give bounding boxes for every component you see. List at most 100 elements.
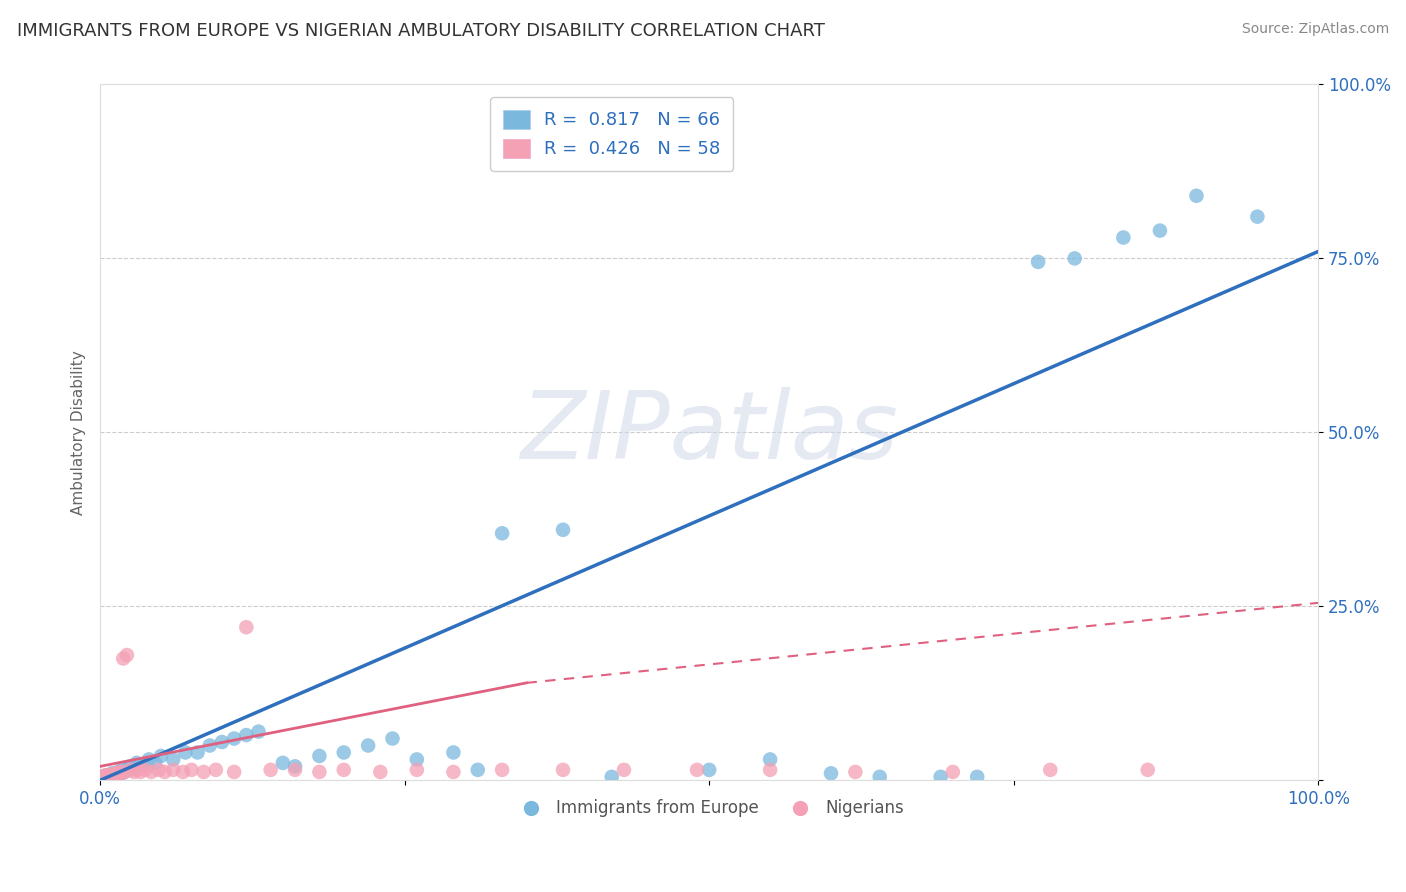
Point	[551, 763, 574, 777]
Point	[467, 763, 489, 777]
Point	[162, 752, 184, 766]
Point	[697, 763, 720, 777]
Point	[247, 724, 270, 739]
Point	[105, 766, 128, 780]
Legend: Immigrants from Europe, Nigerians: Immigrants from Europe, Nigerians	[508, 793, 911, 824]
Point	[1063, 252, 1085, 266]
Point	[224, 731, 246, 746]
Point	[96, 768, 118, 782]
Point	[111, 766, 134, 780]
Point	[1112, 230, 1135, 244]
Point	[107, 764, 129, 779]
Point	[332, 746, 354, 760]
Point	[122, 761, 145, 775]
Point	[260, 763, 283, 777]
Point	[104, 766, 127, 780]
Point	[284, 759, 307, 773]
Point	[98, 768, 121, 782]
Text: IMMIGRANTS FROM EUROPE VS NIGERIAN AMBULATORY DISABILITY CORRELATION CHART: IMMIGRANTS FROM EUROPE VS NIGERIAN AMBUL…	[17, 22, 825, 40]
Point	[193, 764, 215, 779]
Point	[1136, 763, 1159, 777]
Point	[174, 746, 197, 760]
Point	[100, 769, 122, 783]
Point	[1039, 763, 1062, 777]
Point	[96, 771, 118, 785]
Point	[929, 770, 952, 784]
Point	[114, 764, 136, 779]
Point	[600, 770, 623, 784]
Text: Source: ZipAtlas.com: Source: ZipAtlas.com	[1241, 22, 1389, 37]
Point	[112, 651, 135, 665]
Point	[198, 739, 221, 753]
Point	[491, 763, 513, 777]
Point	[96, 770, 118, 784]
Point	[93, 769, 115, 783]
Point	[96, 771, 118, 785]
Point	[93, 770, 115, 784]
Point	[686, 763, 709, 777]
Point	[162, 763, 184, 777]
Point	[308, 748, 330, 763]
Point	[94, 770, 117, 784]
Point	[820, 766, 842, 780]
Point	[97, 770, 120, 784]
Point	[405, 763, 427, 777]
Point	[357, 739, 380, 753]
Point	[966, 770, 988, 784]
Point	[284, 763, 307, 777]
Point	[114, 764, 136, 779]
Point	[107, 768, 129, 782]
Point	[96, 769, 118, 783]
Point	[110, 764, 132, 779]
Point	[613, 763, 636, 777]
Point	[125, 756, 148, 770]
Point	[153, 764, 176, 779]
Point	[93, 770, 115, 784]
Point	[100, 769, 122, 783]
Point	[235, 728, 257, 742]
Point	[138, 752, 160, 766]
Point	[115, 763, 138, 777]
Point	[759, 752, 782, 766]
Point	[122, 764, 145, 779]
Point	[103, 768, 125, 782]
Point	[759, 763, 782, 777]
Point	[125, 763, 148, 777]
Point	[101, 766, 124, 780]
Point	[143, 756, 166, 770]
Point	[120, 759, 142, 773]
Point	[98, 770, 121, 784]
Point	[104, 767, 127, 781]
Point	[105, 766, 128, 780]
Point	[148, 763, 170, 777]
Point	[224, 764, 246, 779]
Point	[96, 771, 118, 785]
Point	[869, 770, 891, 784]
Point	[172, 764, 194, 779]
Point	[93, 771, 115, 785]
Point	[98, 769, 121, 783]
Point	[129, 764, 152, 779]
Point	[187, 746, 209, 760]
Point	[96, 770, 118, 784]
Point	[332, 763, 354, 777]
Point	[103, 768, 125, 782]
Point	[101, 768, 124, 782]
Point	[94, 769, 117, 783]
Point	[108, 767, 131, 781]
Point	[97, 768, 120, 782]
Point	[108, 766, 131, 780]
Point	[96, 768, 118, 782]
Text: ZIPatlas: ZIPatlas	[520, 387, 898, 478]
Point	[942, 764, 965, 779]
Point	[134, 763, 156, 777]
Point	[441, 746, 464, 760]
Point	[551, 523, 574, 537]
Point	[132, 759, 155, 773]
Point	[211, 735, 233, 749]
Y-axis label: Ambulatory Disability: Ambulatory Disability	[72, 350, 86, 515]
Point	[91, 771, 114, 785]
Point	[97, 770, 120, 784]
Point	[308, 764, 330, 779]
Point	[381, 731, 404, 746]
